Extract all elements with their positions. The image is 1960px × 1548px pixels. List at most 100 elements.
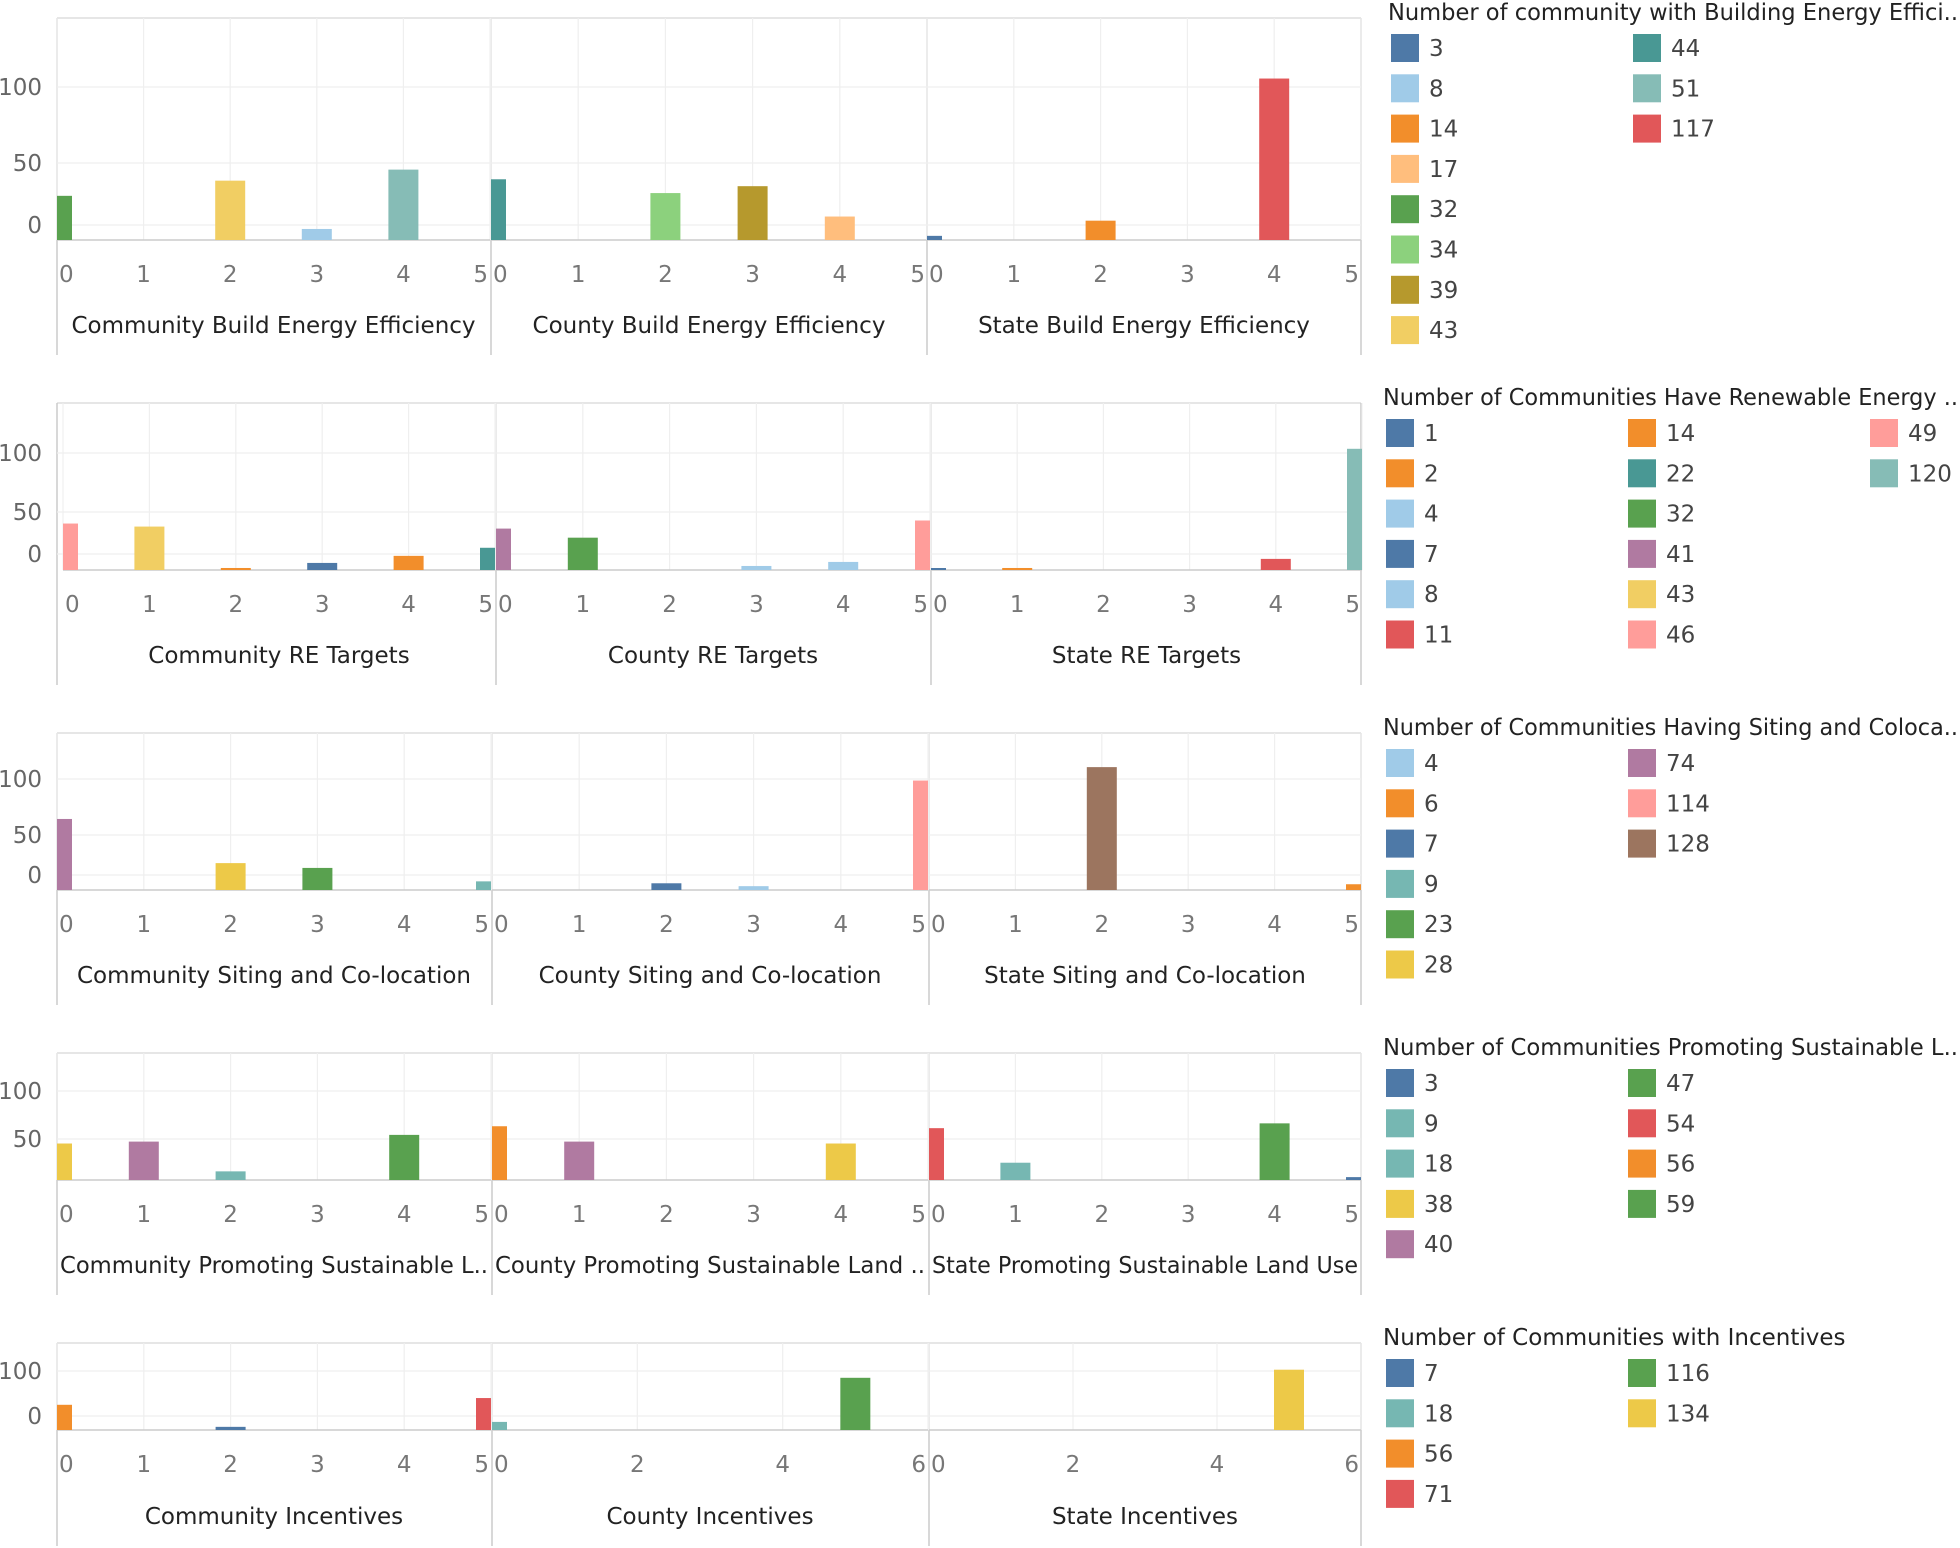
legend-entry: 54 [1628,1109,1695,1138]
chart-row-frame [56,17,1362,355]
legend-swatch [1633,74,1661,103]
legend-swatch [1386,1149,1414,1178]
legend-entry: 8 [1391,74,1444,103]
legend-label: 32 [1429,197,1458,223]
panel-2: 0 1 2 3 4 5 County RE Targets [495,403,931,669]
legend-entry: 43 [1391,316,1458,345]
bar [1002,567,1033,570]
legend-label: 4 [1424,751,1439,777]
legend-swatch [1628,1189,1656,1218]
bar [215,180,246,240]
bar [650,193,681,240]
legend-title: Number of Communities with Incentives [1383,1325,1846,1351]
x-tick-label: 4 [832,262,847,288]
legend-entry: 43 [1628,580,1695,609]
legend-label: 38 [1424,1192,1453,1218]
legend-entry: 74 [1628,749,1695,777]
legend-swatch [1386,459,1414,488]
bar [1347,448,1362,570]
legend-entry: 18 [1386,1399,1453,1428]
legend-swatch [1386,1359,1414,1387]
panel-1: 0 1 2 3 4 5 Community RE Targets [62,403,496,669]
legend-label: 41 [1666,542,1695,568]
bar [491,179,506,240]
legend-label: 56 [1424,1442,1453,1468]
x-tick-label: 4 [775,1452,790,1478]
x-tick-label: 4 [1267,912,1282,938]
legend-entry: 134 [1628,1399,1710,1428]
bar [1086,767,1117,890]
legend-entry: 11 [1386,620,1453,649]
legend-label: 43 [1666,582,1695,608]
x-tick-label: 2 [659,912,674,938]
x-tick-label: 6 [911,1452,926,1478]
legend-entry: 17 [1391,154,1458,183]
x-tick-label: 5 [478,592,493,618]
x-tick-label: 0 [59,912,74,938]
bar [913,780,928,890]
legend-entry: 9 [1386,869,1439,898]
legend-label: 39 [1429,278,1458,304]
legend-swatch [1628,620,1656,649]
legend-swatch [1386,1189,1414,1218]
legend-label: 44 [1671,36,1700,62]
legend: Number of Communities Have Renewable Ene… [1383,385,1958,649]
x-tick-label: 3 [749,592,764,618]
legend-swatch [1386,1109,1414,1138]
legend-swatch [1628,499,1656,528]
x-tick-label: 0 [65,592,80,618]
legend-label: 51 [1671,76,1700,102]
legend-swatch [1628,789,1656,818]
legend-label: 28 [1424,953,1453,979]
legend-entry: 128 [1628,829,1710,858]
legend-swatch [1870,419,1898,447]
legend-swatch [1628,1109,1656,1138]
x-tick-label: 3 [746,1202,761,1228]
bar [492,1126,507,1180]
x-tick-label: 1 [136,262,151,288]
x-tick-label: 5 [474,912,489,938]
bar [1000,1162,1031,1180]
x-tick-label: 5 [473,262,488,288]
legend-entry: 28 [1386,950,1453,979]
legend-label: 9 [1424,872,1439,898]
legend-entry: 71 [1386,1479,1453,1508]
panel-2: 0 1 2 3 4 5 County Promoting Sustainable Land … [491,1053,929,1279]
bar [1259,78,1290,240]
legend-label: 128 [1666,832,1710,858]
legend-swatch [1391,235,1419,264]
panel-3: 0 2 4 6 State Incentives [928,1343,1362,1530]
bar [824,216,855,240]
legend-swatch [1628,419,1656,447]
bar [564,1141,595,1180]
panel-1: 0 1 2 3 4 5 Community Promoting Sustainable L.… [56,1053,492,1279]
bar [931,568,946,570]
panel-label: Community Promoting Sustainable L.. [60,1253,488,1279]
legend-entry: 114 [1628,789,1710,818]
legend-label: 6 [1424,791,1439,817]
x-tick-label: 2 [659,1202,674,1228]
x-tick-label: 2 [1093,262,1108,288]
panel-label: State Incentives [1052,1504,1238,1530]
y-tick-label: 50 [13,1127,42,1153]
x-tick-label: 3 [1181,912,1196,938]
bar [307,562,338,570]
x-tick-label: 0 [931,1452,946,1478]
x-tick-label: 3 [310,1202,325,1228]
legend-swatch [1386,910,1414,939]
legend-swatch [1386,539,1414,568]
legend-label: 7 [1424,542,1439,568]
legend-title: Number of Communities Have Renewable Ene… [1383,385,1958,411]
bar [1346,884,1361,890]
panel-label: County Incentives [606,1504,813,1530]
legend-swatch [1386,749,1414,777]
panel-3: 0 1 2 3 4 5 State Promoting Sustainable Land U… [928,1053,1362,1279]
bar [496,528,511,570]
x-tick-label: 0 [494,1202,509,1228]
legend-label: 56 [1666,1152,1695,1178]
legend-label: 47 [1666,1071,1695,1097]
legend-swatch [1628,1069,1656,1097]
